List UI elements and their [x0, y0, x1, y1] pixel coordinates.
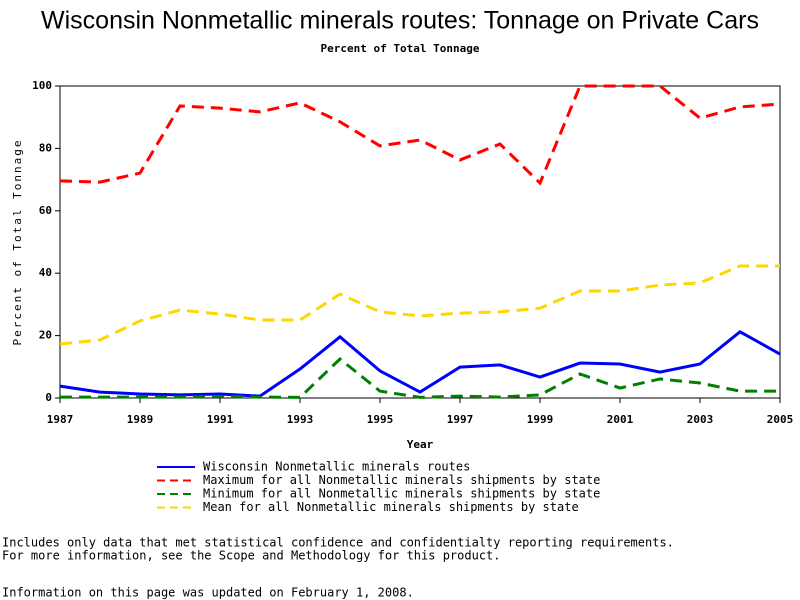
note: For more information, see the Scope and …: [2, 549, 501, 563]
chart-subtitle: Percent of Total Tonnage: [321, 42, 480, 55]
series-line: [60, 357, 780, 399]
legend-label: Wisconsin Nonmetallic minerals routes: [203, 460, 470, 474]
series-line: [59, 84, 781, 186]
x-tick-label: 1995: [367, 413, 394, 426]
note: Information on this page was updated on …: [2, 586, 414, 600]
y-tick-label: 60: [39, 204, 52, 217]
legend-label: Minimum for all Nonmetallic minerals shi…: [203, 487, 600, 501]
x-tick-label: 2005: [767, 413, 794, 426]
x-axis-label: Year: [407, 438, 434, 451]
x-tick-label: 1987: [47, 413, 74, 426]
y-tick-label: 20: [39, 329, 52, 342]
x-tick-label: 1999: [527, 413, 554, 426]
plot-frame: [59, 85, 781, 399]
y-tick-label: 80: [39, 141, 52, 154]
x-tick-label: 1989: [127, 413, 154, 426]
y-tick-label: 100: [32, 79, 52, 92]
y-tick-label: 40: [39, 266, 52, 279]
y-tick-label: 0: [45, 391, 52, 404]
x-tick-label: 1991: [207, 413, 234, 426]
x-tick-label: 2003: [687, 413, 714, 426]
chart-title: Wisconsin Nonmetallic minerals routes: T…: [41, 7, 759, 35]
legend-label: Mean for all Nonmetallic minerals shipme…: [203, 500, 579, 514]
x-tick-label: 1993: [287, 413, 314, 426]
x-tick-label: 1997: [447, 413, 474, 426]
series-line: [59, 264, 780, 346]
legend-label: Maximum for all Nonmetallic minerals shi…: [203, 473, 600, 487]
y-axis-label: Percent of Total Tonnage: [11, 139, 24, 346]
note: Includes only data that met statistical …: [2, 536, 674, 550]
x-tick-label: 2001: [607, 413, 634, 426]
series-line: [59, 330, 781, 398]
